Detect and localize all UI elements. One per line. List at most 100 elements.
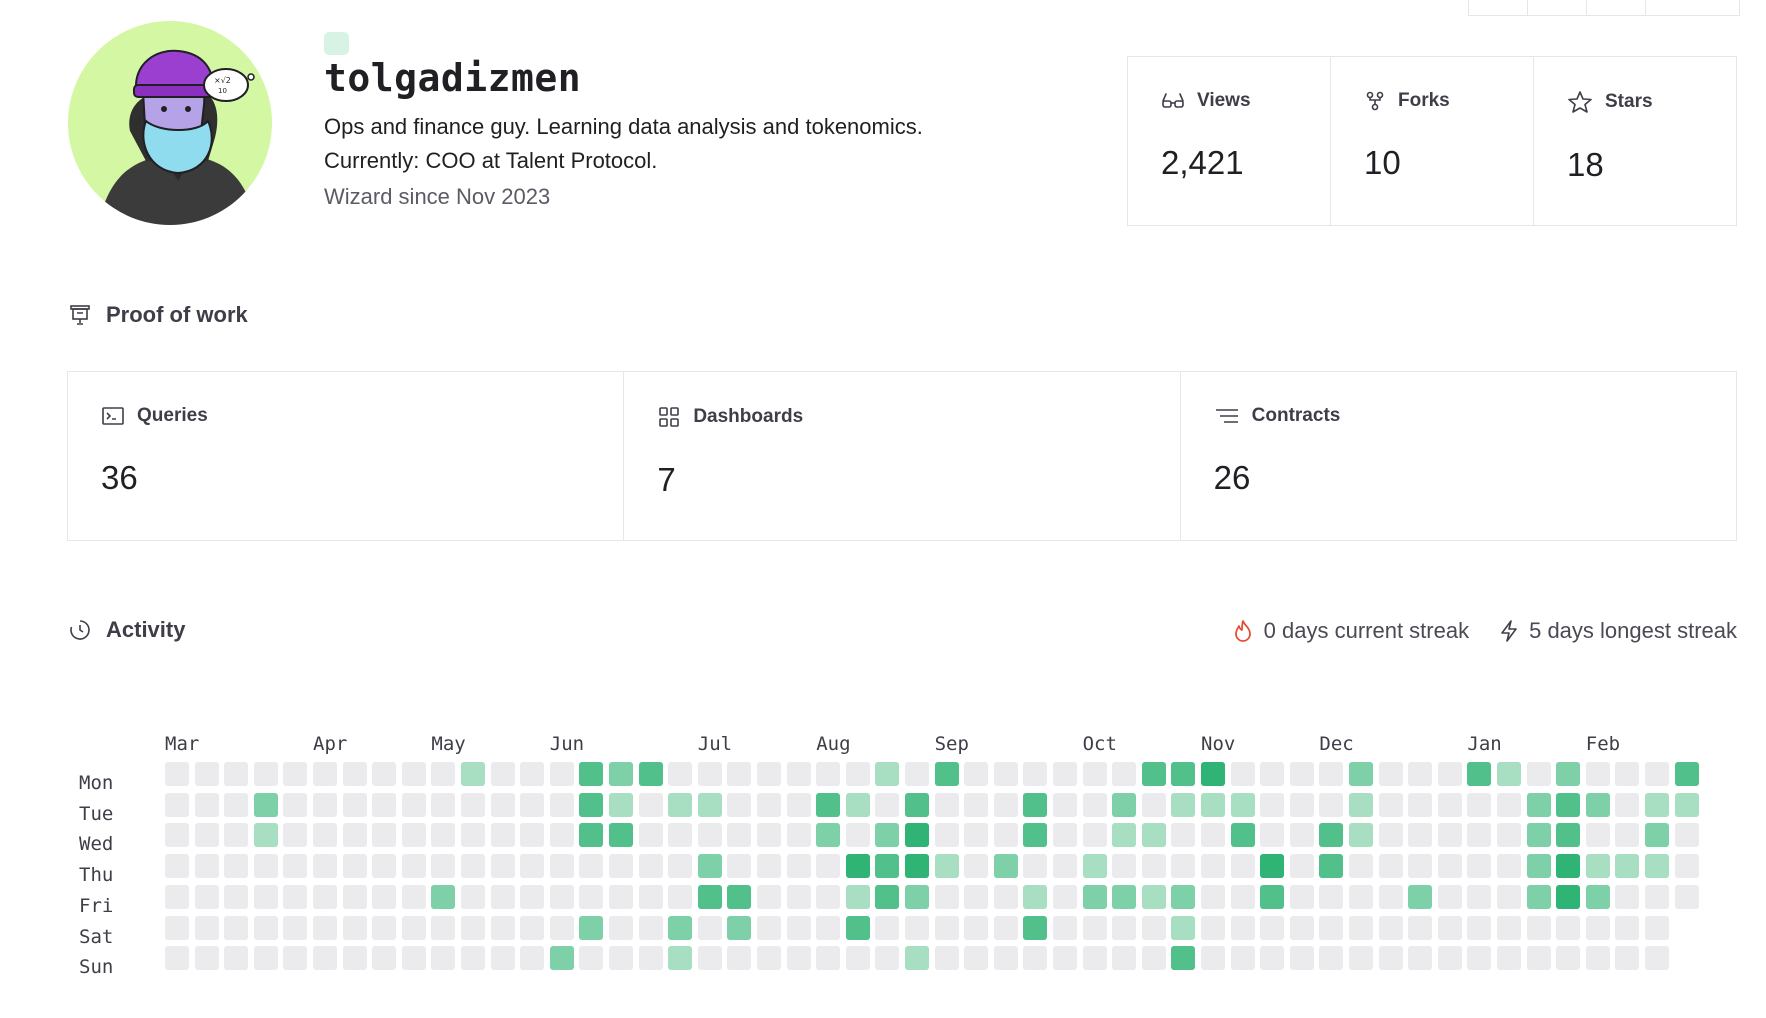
heatmap-cell[interactable] — [283, 792, 308, 817]
heatmap-cell[interactable] — [1289, 762, 1314, 786]
heatmap-cell[interactable] — [194, 762, 219, 786]
heatmap-cell[interactable] — [342, 792, 367, 817]
heatmap-cell[interactable] — [549, 854, 574, 879]
heatmap-cell[interactable] — [579, 762, 604, 786]
heatmap-cell[interactable] — [697, 762, 722, 786]
heatmap-cell[interactable] — [1023, 915, 1048, 940]
heatmap-cell[interactable] — [816, 762, 841, 786]
heatmap-cell[interactable] — [1141, 915, 1166, 940]
heatmap-cell[interactable] — [1615, 854, 1640, 879]
heatmap-cell[interactable] — [431, 915, 456, 940]
heatmap-cell[interactable] — [1349, 792, 1373, 817]
heatmap-cell[interactable] — [905, 762, 929, 786]
heatmap-cell[interactable] — [165, 915, 189, 940]
heatmap-cell[interactable] — [1467, 854, 1492, 879]
heatmap-cell[interactable] — [964, 792, 989, 817]
heatmap-cell[interactable] — [1497, 792, 1521, 817]
heatmap-cell[interactable] — [1260, 884, 1285, 909]
heatmap-cell[interactable] — [875, 823, 900, 848]
heatmap-cell[interactable] — [253, 762, 278, 786]
heatmap-cell[interactable] — [490, 884, 515, 909]
heatmap-cell[interactable] — [905, 854, 929, 879]
heatmap-cell[interactable] — [520, 946, 545, 971]
heatmap-cell[interactable] — [1112, 823, 1137, 848]
heatmap-cell[interactable] — [1349, 946, 1373, 971]
heatmap-cell[interactable] — [1526, 946, 1551, 971]
heatmap-cell[interactable] — [697, 915, 722, 940]
heatmap-cell[interactable] — [875, 946, 900, 971]
heatmap-cell[interactable] — [431, 762, 456, 786]
heatmap-cell[interactable] — [786, 884, 811, 909]
heatmap-cell[interactable] — [372, 792, 397, 817]
heatmap-cell[interactable] — [845, 762, 870, 786]
heatmap-cell[interactable] — [1023, 792, 1048, 817]
heatmap-cell[interactable] — [1260, 823, 1285, 848]
heatmap-cell[interactable] — [757, 915, 781, 940]
heatmap-cell[interactable] — [1023, 823, 1048, 848]
heatmap-cell[interactable] — [697, 854, 722, 879]
heatmap-cell[interactable] — [1556, 792, 1581, 817]
heatmap-cell[interactable] — [1319, 792, 1344, 817]
heatmap-cell[interactable] — [253, 915, 278, 940]
heatmap-cell[interactable] — [401, 884, 426, 909]
heatmap-cell[interactable] — [1053, 823, 1077, 848]
heatmap-cell[interactable] — [490, 823, 515, 848]
heatmap-cell[interactable] — [816, 854, 841, 879]
heatmap-cell[interactable] — [1289, 854, 1314, 879]
heatmap-cell[interactable] — [283, 884, 308, 909]
heatmap-cell[interactable] — [579, 915, 604, 940]
heatmap-cell[interactable] — [1378, 854, 1403, 879]
heatmap-cell[interactable] — [1230, 915, 1255, 940]
heatmap-cell[interactable] — [1201, 915, 1225, 940]
heatmap-cell[interactable] — [1674, 823, 1699, 848]
heatmap-cell[interactable] — [253, 854, 278, 879]
heatmap-cell[interactable] — [1319, 884, 1344, 909]
heatmap-cell[interactable] — [993, 884, 1018, 909]
heatmap-cell[interactable] — [1230, 762, 1255, 786]
heatmap-cell[interactable] — [313, 946, 337, 971]
heatmap-cell[interactable] — [1645, 854, 1669, 879]
heatmap-cell[interactable] — [697, 946, 722, 971]
heatmap-cell[interactable] — [934, 854, 959, 879]
heatmap-cell[interactable] — [1349, 854, 1373, 879]
heatmap-cell[interactable] — [905, 884, 929, 909]
heatmap-cell[interactable] — [490, 854, 515, 879]
heatmap-cell[interactable] — [1378, 884, 1403, 909]
heatmap-cell[interactable] — [757, 854, 781, 879]
heatmap-cell[interactable] — [786, 823, 811, 848]
heatmap-cell[interactable] — [549, 792, 574, 817]
heatmap-cell[interactable] — [1053, 915, 1077, 940]
heatmap-cell[interactable] — [1201, 946, 1225, 971]
heatmap-cell[interactable] — [224, 762, 249, 786]
heatmap-cell[interactable] — [1289, 823, 1314, 848]
heatmap-cell[interactable] — [1171, 915, 1196, 940]
heatmap-cell[interactable] — [1230, 854, 1255, 879]
heatmap-cell[interactable] — [194, 792, 219, 817]
heatmap-cell[interactable] — [1023, 762, 1048, 786]
heatmap-cell[interactable] — [1023, 884, 1048, 909]
heatmap-cell[interactable] — [1467, 915, 1492, 940]
heatmap-cell[interactable] — [1408, 823, 1433, 848]
pow-card-dashboards[interactable]: Dashboards 7 — [624, 372, 1181, 540]
heatmap-cell[interactable] — [431, 854, 456, 879]
heatmap-cell[interactable] — [1408, 792, 1433, 817]
heatmap-cell[interactable] — [845, 915, 870, 940]
heatmap-cell[interactable] — [816, 884, 841, 909]
heatmap-cell[interactable] — [786, 915, 811, 940]
heatmap-cell[interactable] — [1349, 915, 1373, 940]
heatmap-cell[interactable] — [1526, 823, 1551, 848]
heatmap-cell[interactable] — [313, 915, 337, 940]
heatmap-cell[interactable] — [1467, 792, 1492, 817]
heatmap-cell[interactable] — [1674, 762, 1699, 786]
heatmap-cell[interactable] — [1260, 854, 1285, 879]
heatmap-cell[interactable] — [1053, 946, 1077, 971]
heatmap-cell[interactable] — [224, 823, 249, 848]
heatmap-cell[interactable] — [1408, 854, 1433, 879]
heatmap-cell[interactable] — [490, 915, 515, 940]
heatmap-cell[interactable] — [609, 946, 633, 971]
heatmap-cell[interactable] — [165, 823, 189, 848]
heatmap-cell[interactable] — [1260, 946, 1285, 971]
heatmap-cell[interactable] — [461, 915, 485, 940]
heatmap-cell[interactable] — [313, 884, 337, 909]
heatmap-cell[interactable] — [845, 823, 870, 848]
